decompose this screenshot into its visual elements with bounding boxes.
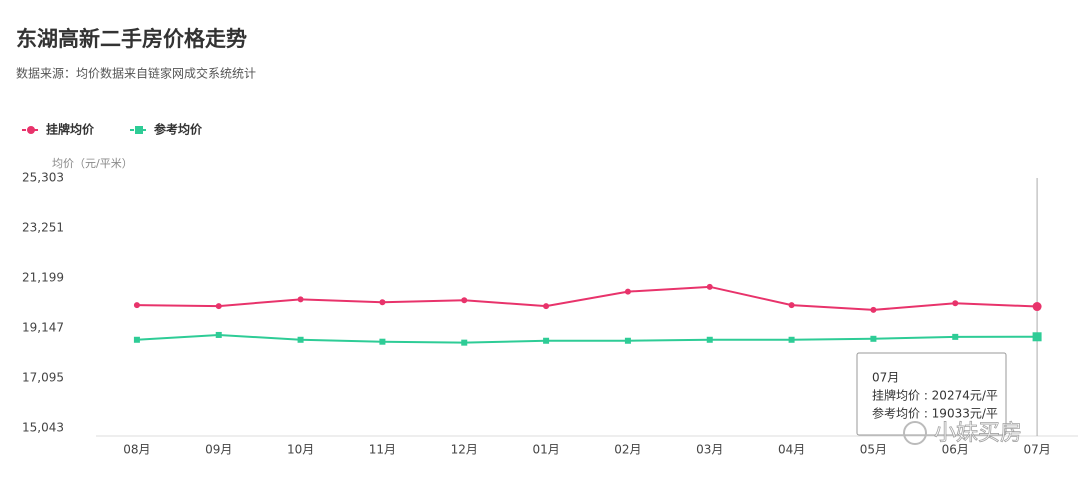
legend-marker (135, 126, 143, 134)
chart-title: 东湖高新二手房价格走势 (16, 27, 247, 51)
point (297, 336, 304, 343)
point (461, 339, 468, 346)
tooltip-box (856, 352, 1007, 436)
x-tick-label: 08月 (123, 443, 150, 457)
point (1032, 302, 1042, 312)
point (297, 296, 304, 303)
point (952, 333, 959, 340)
tooltip-title: 07月 (872, 371, 899, 385)
legend-label: 挂牌均价 (46, 122, 95, 137)
point (624, 288, 631, 295)
point (788, 302, 795, 309)
x-tick-label: 05月 (860, 443, 887, 457)
point (1032, 332, 1042, 342)
x-tick-label: 02月 (614, 443, 641, 457)
point (788, 336, 795, 343)
watermark: 小妹买房 (934, 421, 1022, 446)
y-tick-label: 15,043 (22, 421, 64, 435)
x-tick-label: 04月 (778, 443, 805, 457)
series-line (136, 285, 1038, 311)
y-tick-label: 25,303 (22, 171, 64, 185)
chart-subtitle: 数据来源：均价数据来自链家网成交系统统计 (16, 66, 256, 81)
point (870, 335, 877, 342)
x-tick-label: 07月 (1023, 443, 1050, 457)
x-tick-label: 10月 (287, 443, 314, 457)
watermark-icon (903, 421, 927, 445)
y-axis-label: 均价（元/平米） (52, 157, 133, 170)
x-tick-label: 11月 (369, 443, 396, 457)
point (215, 303, 222, 310)
legend-marker (27, 126, 35, 134)
point (379, 299, 386, 306)
legend-label: 参考均价 (154, 122, 203, 137)
point (706, 283, 713, 290)
y-tick-label: 23,251 (22, 221, 64, 235)
y-tick-label: 21,199 (22, 271, 64, 285)
point (624, 337, 631, 344)
tooltip-line: 挂牌均价 : 20274元/平 (872, 389, 998, 403)
x-tick-label: 09月 (205, 443, 232, 457)
point (706, 336, 713, 343)
tooltip-line: 参考均价 : 19033元/平 (872, 406, 998, 421)
x-tick-label: 03月 (696, 443, 723, 457)
y-tick-label: 19,147 (22, 321, 64, 335)
x-tick-label: 12月 (451, 443, 478, 457)
point (215, 331, 222, 338)
series-line (136, 333, 1038, 344)
y-tick-label: 17,095 (22, 371, 64, 385)
point (461, 297, 468, 304)
x-tick-label: 06月 (942, 443, 969, 457)
point (543, 337, 550, 344)
point (870, 306, 877, 313)
point (543, 303, 550, 310)
point (379, 338, 386, 345)
point (133, 302, 140, 309)
point (952, 300, 959, 307)
point (133, 336, 140, 343)
x-tick-label: 01月 (532, 443, 559, 457)
